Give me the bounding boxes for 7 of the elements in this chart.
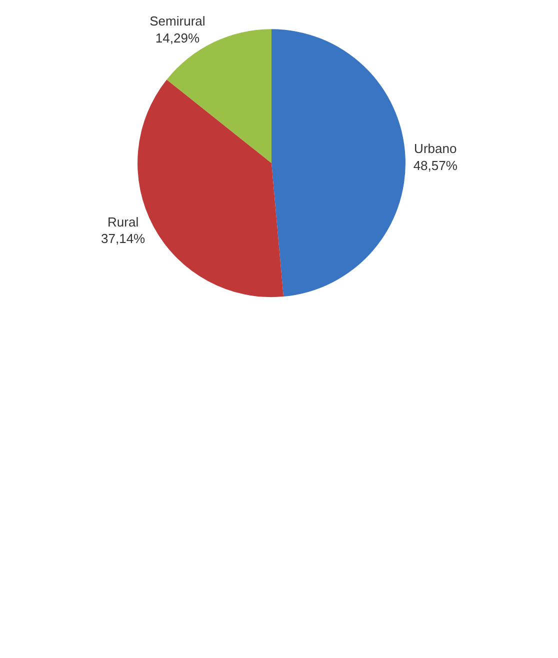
data-label: 37,14% [101, 231, 146, 246]
slice-label: Semirural [150, 14, 206, 29]
slice-label: Rural [108, 214, 139, 230]
data-label: 14,29% [155, 30, 200, 46]
slice-label: Urbano [414, 141, 457, 156]
data-label: 48,57% [413, 158, 458, 174]
pie-slice [272, 29, 406, 297]
